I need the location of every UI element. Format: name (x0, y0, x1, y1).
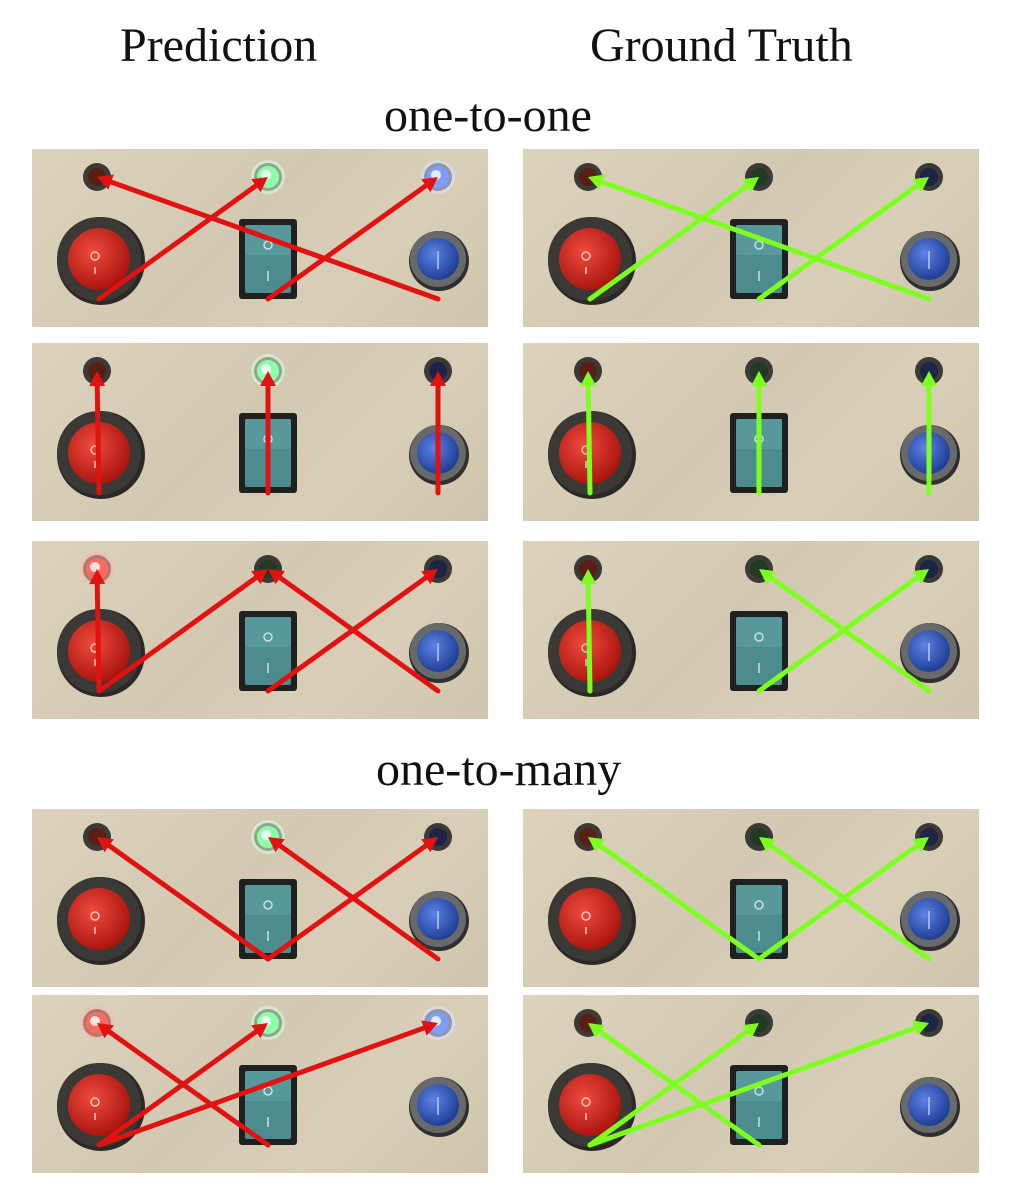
control-panel-diagram (548, 357, 960, 499)
rocker-switch-icon (730, 611, 788, 691)
connection-arrow (268, 837, 441, 962)
ground-truth-panel (523, 995, 979, 1173)
connection-arrow (96, 1023, 268, 1148)
connection-arrow (96, 569, 268, 694)
connection-arrow (580, 371, 597, 496)
one-to-one-section-title: one-to-one (384, 89, 592, 142)
blue-button-icon (900, 891, 960, 951)
connection-arrow (751, 371, 767, 496)
control-panel-diagram (57, 160, 469, 305)
connection-arrow (756, 177, 929, 302)
prediction-panel (32, 149, 488, 327)
connection-arrow (265, 837, 438, 962)
ground-truth-column-header: Ground Truth (590, 19, 853, 72)
connection-arrow (430, 371, 446, 496)
connection-arrow (921, 371, 937, 496)
connection-arrow (759, 837, 932, 962)
connection-arrow (96, 177, 268, 302)
connection-arrow (97, 1023, 271, 1148)
blue-button-icon (900, 1077, 960, 1137)
rocker-switch-icon (730, 879, 788, 959)
connection-arrow (588, 837, 762, 962)
red-button-icon (57, 877, 145, 965)
blue-button-icon (409, 231, 469, 291)
connection-arrow (265, 569, 438, 694)
ground-truth-panel (523, 149, 979, 327)
control-panel-diagram (548, 1009, 960, 1151)
ground-truth-panel (523, 541, 979, 719)
one-to-many-section-title: one-to-many (376, 743, 622, 796)
connection-arrow (587, 177, 759, 302)
blue-button-icon (409, 891, 469, 951)
red-button-icon (548, 217, 636, 305)
prediction-panel (32, 343, 488, 521)
blue-button-icon (409, 623, 469, 683)
connection-arrow (97, 837, 271, 962)
prediction-panel (32, 995, 488, 1173)
connection-arrow (89, 569, 106, 694)
red-button-icon (57, 1063, 145, 1151)
rocker-switch-icon (730, 413, 788, 493)
control-panel-diagram (57, 354, 469, 499)
control-panel-diagram (548, 555, 960, 697)
connection-arrow (587, 1023, 759, 1148)
red-button-icon (57, 217, 145, 305)
connection-arrow (96, 1020, 438, 1148)
prediction-column-header: Prediction (120, 19, 318, 72)
connection-arrow (89, 371, 106, 496)
connection-arrow (588, 1023, 762, 1148)
connection-arrow (588, 174, 932, 302)
connection-arrow (268, 569, 441, 694)
blue-button-icon (900, 623, 960, 683)
control-panel-diagram (57, 1006, 469, 1151)
prediction-panel (32, 809, 488, 987)
control-panel-diagram (57, 820, 469, 965)
ground-truth-panel (523, 809, 979, 987)
red-button-icon (548, 1063, 636, 1151)
control-panel-diagram (548, 823, 960, 965)
control-panel-diagram (548, 163, 960, 305)
connection-arrow (587, 1020, 929, 1148)
connection-arrow (260, 371, 276, 496)
ground-truth-panel (523, 343, 979, 521)
control-panel-diagram (57, 552, 469, 697)
connection-arrow (97, 174, 441, 302)
connection-arrow (756, 569, 929, 694)
red-button-icon (548, 877, 636, 965)
blue-button-icon (900, 231, 960, 291)
prediction-panel (32, 541, 488, 719)
connection-arrow (756, 837, 929, 962)
connection-arrow (580, 569, 597, 694)
connection-arrow (265, 177, 438, 302)
rocker-switch-icon (239, 611, 297, 691)
rocker-switch-icon (239, 879, 297, 959)
connection-arrow (759, 569, 932, 694)
blue-button-icon (409, 1077, 469, 1137)
